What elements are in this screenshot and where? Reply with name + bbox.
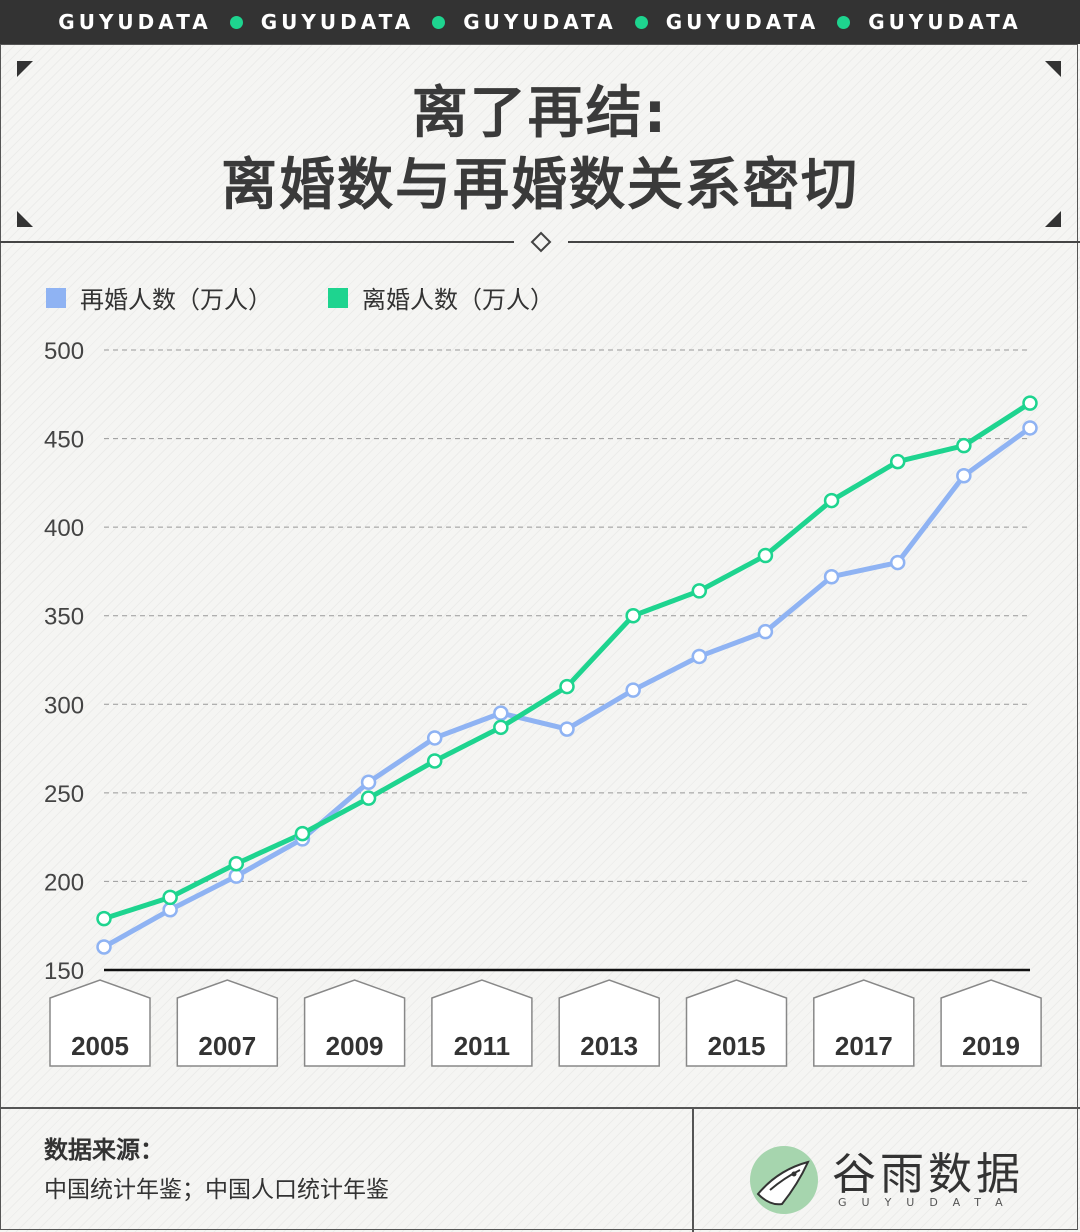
data-point-divorce	[559, 678, 575, 695]
banner-word: GUYUDATA	[58, 10, 212, 34]
y-tick-label: 150	[44, 958, 84, 985]
banner-dot-icon	[634, 15, 648, 29]
x-tick-label: 2013	[580, 1031, 638, 1061]
title-rule-right	[568, 241, 1080, 243]
data-point-remarriage	[889, 554, 906, 571]
x-tick-tag	[940, 979, 1042, 1067]
line-chart: 500 450 400 350 300 250 200 150 2005 2007 2009 2011…	[44, 338, 1042, 1067]
x-tick-tag	[558, 979, 660, 1067]
corner-mark-bottom-left	[17, 211, 33, 227]
x-tick-label: 2015	[708, 1031, 766, 1061]
diamond-icon	[530, 231, 552, 253]
footer-divider	[0, 1107, 1080, 1109]
data-point-divorce	[493, 719, 509, 736]
corner-mark-top-left	[17, 61, 33, 77]
x-tick-tag	[303, 979, 406, 1067]
x-tick-tag	[176, 979, 279, 1067]
source-value: 中国统计年鉴；中国人口统计年鉴	[44, 1177, 389, 1203]
x-tick-tag	[431, 979, 533, 1067]
data-point-remarriage	[228, 868, 245, 884]
y-tick-label: 450	[44, 427, 84, 454]
banner-word: GUYUDATA	[260, 10, 415, 34]
legend-swatch-divorce	[328, 287, 348, 308]
data-point-remarriage	[625, 682, 641, 698]
y-tick-label: 400	[44, 515, 84, 542]
data-point-divorce	[691, 583, 708, 599]
data-point-remarriage	[360, 774, 377, 790]
x-tick-label: 2017	[835, 1031, 893, 1061]
y-tick-label: 250	[44, 781, 84, 808]
data-point-remarriage	[426, 730, 443, 746]
data-point-divorce	[889, 453, 906, 470]
legend-item-remarriage: 再婚人数（万人）	[46, 280, 272, 315]
chart-title-line1: 离了再结:	[411, 81, 669, 146]
y-tick-label: 500	[44, 338, 84, 365]
footer-vertical-divider	[692, 1109, 694, 1232]
y-tick-label: 200	[44, 869, 84, 896]
series-line-divorce	[103, 401, 1032, 922]
x-tick-tag	[685, 979, 788, 1067]
corner-mark-top-right	[1045, 61, 1061, 77]
chart-title-line2: 离婚数与再婚数关系密切	[221, 153, 859, 218]
legend-label-divorce: 离婚人数（万人）	[362, 286, 554, 314]
title-rule-left	[0, 241, 514, 243]
banner-dot-icon	[229, 15, 243, 29]
x-tick-label: 2007	[198, 1031, 256, 1061]
banner-word: GUYUDATA	[868, 10, 1022, 34]
content-frame	[0, 44, 1078, 1230]
data-point-divorce	[228, 855, 245, 872]
legend-item-divorce: 离婚人数（万人）	[328, 280, 554, 315]
x-tick-tag	[813, 979, 915, 1067]
data-point-remarriage	[956, 468, 972, 484]
legend-swatch-remarriage	[46, 287, 66, 308]
x-tick-label: 2011	[454, 1031, 510, 1061]
banner-word: GUYUDATA	[665, 10, 820, 34]
banner-dot-icon	[837, 15, 851, 29]
data-point-divorce	[426, 753, 443, 769]
top-banner: GUYUDATA GUYUDATA GUYUDATA GUYUDATA GUYUDATA	[0, 0, 1080, 44]
data-point-divorce	[956, 437, 972, 454]
banner-word: GUYUDATA	[463, 10, 617, 34]
data-point-remarriage	[493, 705, 509, 721]
x-tick-label: 2005	[71, 1031, 129, 1061]
data-point-remarriage	[823, 568, 840, 585]
banner-dot-icon	[432, 15, 446, 29]
data-point-divorce	[757, 547, 774, 564]
chart-legend: 再婚人数（万人） 离婚人数（万人）	[46, 280, 554, 315]
source-label: 数据来源：	[44, 1136, 164, 1164]
data-point-divorce	[360, 790, 377, 806]
data-point-remarriage	[559, 721, 575, 737]
logo-name-cn: 谷雨数据	[832, 1149, 1024, 1200]
x-tick-label: 2009	[326, 1031, 384, 1061]
x-tick-tag	[49, 979, 151, 1067]
legend-label-remarriage: 再婚人数（万人）	[80, 286, 272, 314]
guyu-bird-logo-icon	[750, 1146, 818, 1214]
logo-name-en: GUYUDATA	[838, 1196, 1018, 1209]
data-point-remarriage	[757, 623, 774, 640]
y-tick-label: 350	[44, 604, 84, 631]
data-point-divorce	[625, 607, 641, 624]
data-point-divorce	[1022, 395, 1038, 411]
corner-mark-bottom-right	[1045, 211, 1061, 227]
y-tick-label: 300	[44, 692, 84, 719]
data-point-divorce	[294, 825, 311, 842]
data-point-remarriage	[162, 902, 178, 918]
data-point-divorce	[162, 889, 178, 906]
data-point-remarriage	[1022, 420, 1038, 436]
x-tick-label: 2019	[962, 1031, 1020, 1061]
data-point-divorce	[96, 910, 112, 927]
data-point-remarriage	[96, 939, 112, 955]
data-point-divorce	[823, 492, 840, 509]
data-point-remarriage	[691, 648, 708, 665]
